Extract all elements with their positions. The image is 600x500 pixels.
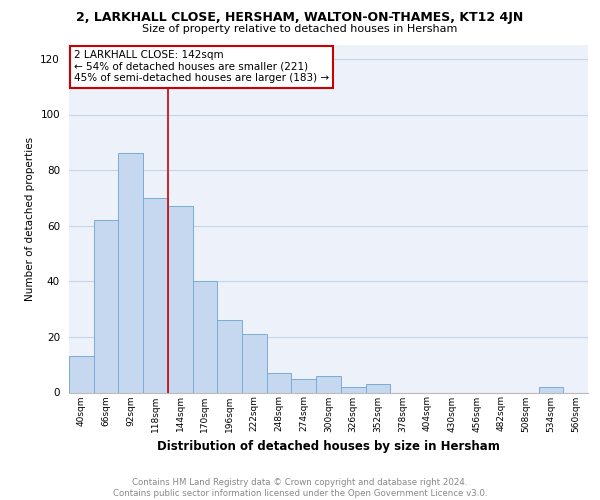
Text: 2 LARKHALL CLOSE: 142sqm
← 54% of detached houses are smaller (221)
45% of semi-: 2 LARKHALL CLOSE: 142sqm ← 54% of detach…: [74, 50, 329, 84]
Bar: [365, 384, 390, 392]
Bar: [267, 373, 292, 392]
Y-axis label: Number of detached properties: Number of detached properties: [25, 136, 35, 301]
Bar: [539, 387, 563, 392]
Bar: [168, 206, 193, 392]
Bar: [242, 334, 267, 392]
Bar: [143, 198, 168, 392]
X-axis label: Distribution of detached houses by size in Hersham: Distribution of detached houses by size …: [157, 440, 500, 453]
Bar: [316, 376, 341, 392]
Bar: [341, 387, 365, 392]
Bar: [193, 282, 217, 393]
Text: Size of property relative to detached houses in Hersham: Size of property relative to detached ho…: [142, 24, 458, 34]
Bar: [292, 378, 316, 392]
Bar: [69, 356, 94, 392]
Text: 2, LARKHALL CLOSE, HERSHAM, WALTON-ON-THAMES, KT12 4JN: 2, LARKHALL CLOSE, HERSHAM, WALTON-ON-TH…: [76, 11, 524, 24]
Text: Contains HM Land Registry data © Crown copyright and database right 2024.
Contai: Contains HM Land Registry data © Crown c…: [113, 478, 487, 498]
Bar: [94, 220, 118, 392]
Bar: [217, 320, 242, 392]
Bar: [118, 154, 143, 392]
